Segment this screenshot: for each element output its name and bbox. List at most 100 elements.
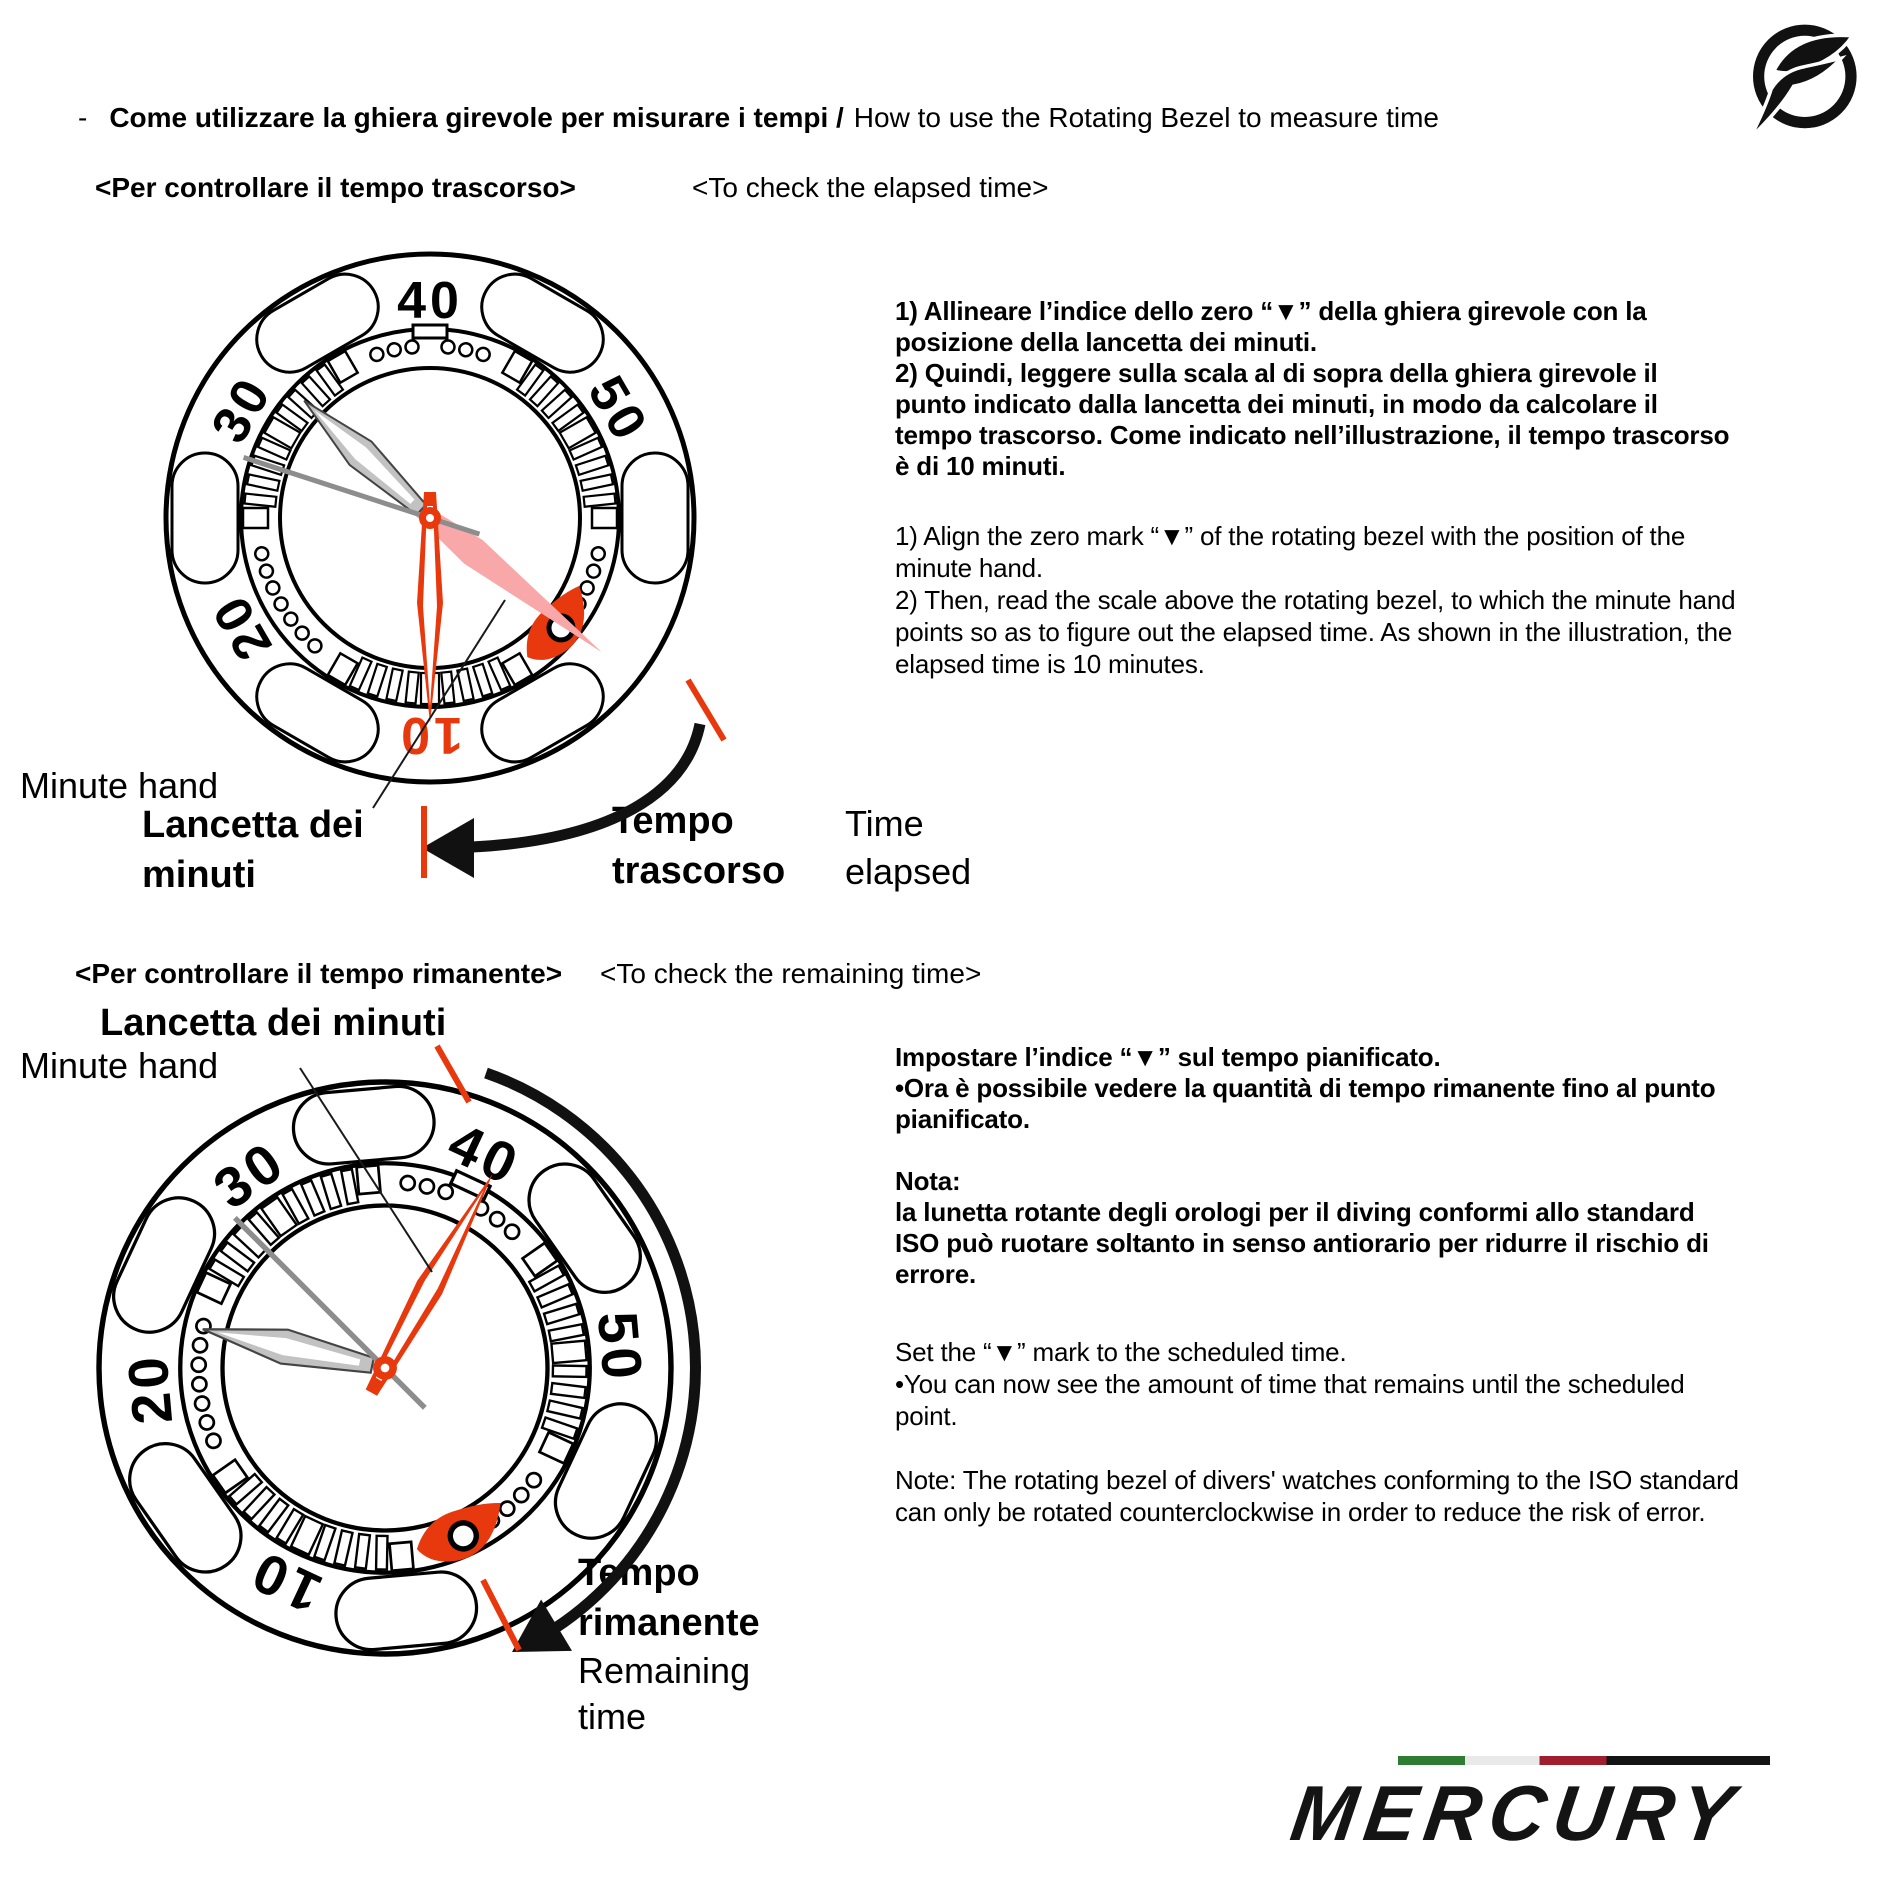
emblem-ring — [1753, 24, 1857, 129]
bezel-dot — [190, 1375, 208, 1393]
bezel-slot — [366, 662, 389, 698]
bezel-lobe — [291, 1084, 436, 1166]
bezel-slot — [219, 1240, 256, 1273]
bezel-slot — [353, 1532, 372, 1570]
bezel-slot — [299, 1178, 326, 1218]
bezel-lobe — [255, 272, 380, 374]
bezel-dot — [525, 1471, 543, 1489]
bezel-dot — [265, 580, 281, 596]
remaining-time-label-en: Remaining time — [578, 1650, 751, 1737]
bezel-slot — [487, 656, 512, 692]
bezel-dot — [579, 580, 595, 596]
bezel-dot — [475, 346, 491, 363]
title-italian: Come utilizzare la ghiera girevole per m… — [109, 102, 844, 133]
bezel-sector-mark — [241, 506, 270, 530]
bezel-slot — [545, 1399, 584, 1421]
bezel-lobe — [527, 1162, 642, 1294]
pointer-line-minute-hand-2 — [299, 1067, 433, 1273]
remaining-start-tick — [434, 1044, 472, 1104]
bezel-slot — [262, 415, 302, 450]
bezel-slot — [404, 670, 420, 705]
bezel-lobe — [480, 662, 605, 764]
minute-hand-label-en-1: Minute hand — [20, 765, 219, 806]
bezel-dot — [437, 1183, 455, 1201]
title-dash: - — [78, 102, 88, 133]
bezel-dot — [418, 1178, 436, 1195]
elapsed-heading-it: <Per controllare il tempo trascorso> — [95, 172, 576, 203]
bezel-slot — [339, 1167, 360, 1206]
bezel-slot — [227, 1472, 264, 1506]
bezel-dot — [273, 596, 289, 612]
bezel-slot — [245, 473, 281, 492]
bezel-lobe — [170, 451, 240, 585]
bezel-slot — [280, 1187, 310, 1226]
bezel-slot — [315, 363, 345, 398]
bezel-dot — [404, 339, 420, 355]
zero-marker-ring — [447, 1520, 479, 1552]
bezel-slot — [300, 374, 332, 408]
bezel-slot — [540, 388, 574, 420]
minute-hand — [365, 1173, 493, 1396]
bezel-sector-mark — [388, 1540, 415, 1573]
bezel-dot — [585, 563, 602, 579]
bezel-slot — [574, 454, 610, 477]
bezel-dot — [198, 1414, 216, 1431]
remaining-heading-en: <To check the remaining time> — [600, 958, 982, 989]
bezel-dot — [512, 1486, 530, 1504]
bezel-dot — [294, 625, 310, 641]
remaining-direction-arrow — [484, 1067, 701, 1639]
elapsed-arrowhead-icon — [422, 818, 474, 878]
bezel-dot — [193, 1395, 211, 1412]
bezel-slot — [550, 403, 585, 433]
remaining-paragraph-en: Set the “▼” mark to the scheduled time. … — [895, 1337, 1739, 1527]
bezel-dot — [498, 1500, 516, 1518]
bezel-slot — [247, 1210, 281, 1247]
bezel-lobe — [480, 272, 605, 374]
bezel-sector-mark — [326, 349, 360, 385]
bezel-dot — [369, 346, 385, 363]
bezel-lobe — [255, 662, 380, 764]
minute-hand — [417, 492, 443, 723]
minute-hand-ghost — [408, 499, 602, 653]
bezel-slot — [528, 374, 560, 408]
bezel-slot — [385, 667, 404, 703]
bezel-dot — [307, 638, 323, 654]
remaining-arrowhead-icon — [512, 1599, 573, 1652]
bezel-slot — [535, 1282, 575, 1309]
bezel-sector-mark — [590, 506, 619, 530]
bezel-slot — [582, 492, 617, 508]
elapsed-heading-en: <To check the elapsed time> — [692, 172, 1049, 203]
bezel-slot — [547, 1322, 586, 1343]
bezel-number: 20 — [115, 1350, 184, 1427]
minute-hand-label-en-2: Minute hand — [20, 1045, 219, 1086]
elapsed-paragraph-en: 1) Align the zero mark “▼” of the rotati… — [895, 521, 1736, 679]
bezel-sector-mark — [355, 1163, 382, 1196]
emblem-lower-swoosh — [1748, 55, 1847, 140]
bezel-slot — [471, 662, 494, 698]
bezel-slot — [374, 1534, 389, 1571]
bezel-lobe — [553, 1402, 658, 1540]
bezel-slot — [527, 1263, 566, 1293]
bezel-dot — [205, 1432, 222, 1450]
bezel-slot — [319, 1172, 343, 1211]
remaining-heading-it: <Per controllare il tempo rimanente> — [75, 958, 563, 989]
remaining-paragraph-it: Impostare l’indice “▼” sul tempo pianifi… — [895, 1042, 1716, 1289]
bezel-slot — [207, 1257, 246, 1288]
title-english: How to use the Rotating Bezel to measure… — [853, 102, 1439, 133]
bezel-sector-mark — [520, 1241, 560, 1279]
bezel-dot — [399, 1174, 417, 1192]
bezel-sector-mark — [326, 651, 360, 687]
bezel-slot — [540, 1416, 579, 1441]
hour-hand — [303, 399, 428, 517]
bezel-slot — [312, 1523, 337, 1562]
bezel-zero-slot — [411, 323, 449, 340]
bezel-lobe — [112, 1196, 217, 1334]
bezel-slot — [551, 1364, 588, 1379]
bezel-sector-mark — [500, 651, 534, 687]
bezel-number: 50 — [586, 1309, 655, 1386]
bezel-sector-mark — [210, 1457, 250, 1495]
